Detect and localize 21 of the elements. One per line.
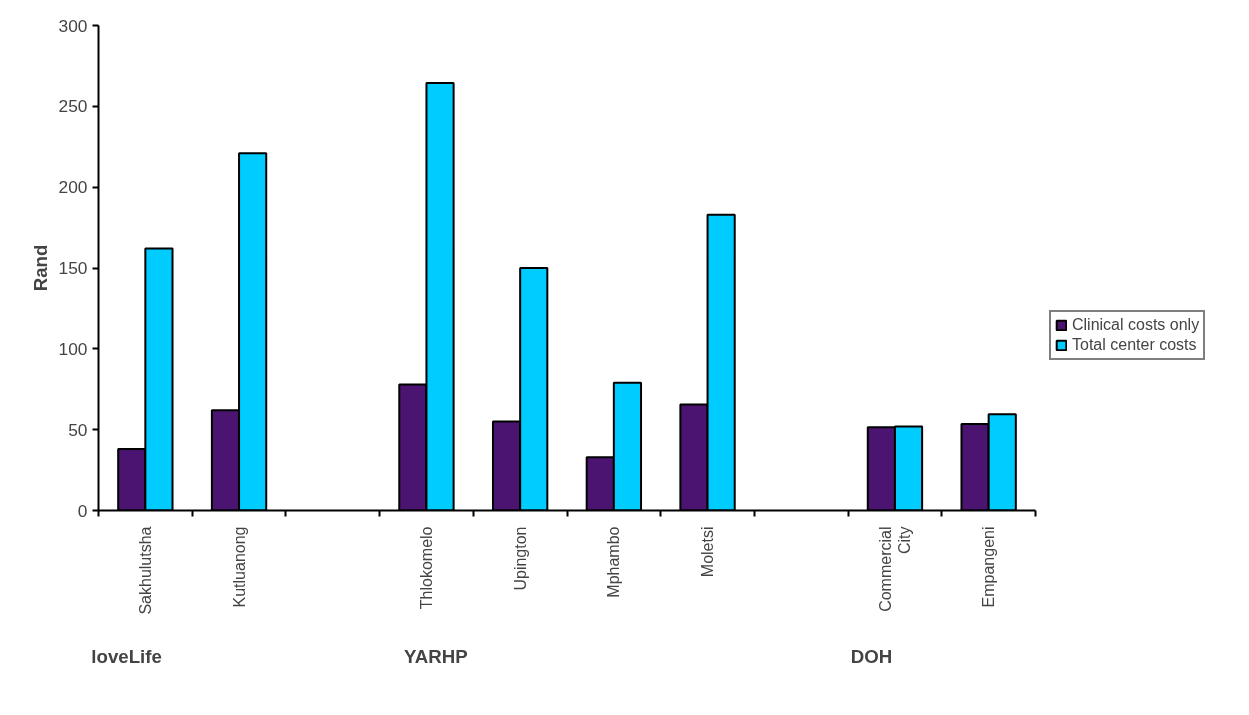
x-tick-label: Moletsi: [699, 526, 717, 578]
y-tick-label: 100: [58, 338, 88, 359]
y-tick-label: 150: [58, 258, 88, 278]
x-tick-label: Empangeni: [980, 526, 998, 608]
y-axis-title: Rand: [29, 244, 51, 292]
text: DOH: [850, 645, 893, 667]
text: YARHP: [404, 645, 468, 667]
y-tick-label: 300: [58, 15, 88, 36]
legend-label: Total center costs: [1072, 336, 1197, 354]
x-tick-label: Mphambo: [605, 526, 623, 598]
y-tick-label: 0: [77, 500, 88, 521]
y-tick-label: 200: [58, 177, 88, 198]
legend-label: Clinical costs only: [1072, 316, 1200, 334]
x-tick-label: Thlokomelo: [417, 526, 435, 610]
x-tick-label: Kutluanong: [230, 526, 248, 608]
y-tick-label: 250: [58, 96, 88, 117]
x-tick-label: Sakhulutsha: [136, 526, 154, 615]
text: loveLife: [91, 645, 162, 667]
x-tick-label: Upington: [511, 526, 529, 591]
x-tick-label: Commercial City: [877, 526, 913, 612]
y-tick-label: 50: [68, 419, 88, 440]
